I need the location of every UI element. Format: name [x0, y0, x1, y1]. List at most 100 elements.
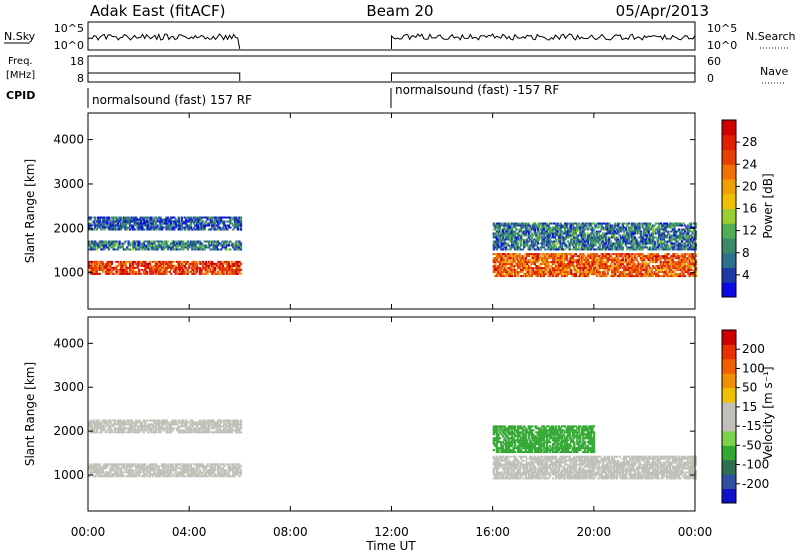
echo-cell — [238, 222, 241, 225]
echo-cell — [532, 238, 535, 241]
echo-cell — [498, 255, 502, 258]
echo-cell — [500, 253, 503, 256]
echo-cell — [113, 240, 117, 243]
echo-cell — [509, 267, 512, 270]
echo-cell — [229, 268, 232, 271]
echo-cell — [547, 255, 550, 258]
echo-cell — [671, 234, 675, 237]
echo-cell — [585, 240, 588, 243]
echo-cell — [201, 419, 205, 422]
echo-cell — [679, 255, 682, 258]
echo-cell — [121, 272, 124, 275]
echo-cell — [652, 232, 655, 235]
echo-cell — [229, 216, 232, 219]
echo-cell — [104, 262, 108, 265]
echo-cell — [665, 263, 669, 266]
echo-cell — [220, 248, 223, 251]
echo-cell — [185, 226, 188, 229]
echo-cell — [221, 270, 224, 273]
echo-cell — [104, 240, 108, 243]
echo-cell — [147, 262, 150, 265]
echo-cell — [101, 242, 105, 245]
echo-cell — [145, 264, 149, 267]
echo-cell — [683, 261, 687, 264]
echo-cell — [156, 224, 159, 227]
echo-cell — [209, 467, 212, 470]
echo-cell — [109, 266, 112, 269]
nsearch-label: N.Search — [746, 30, 796, 43]
echo-cell — [664, 259, 667, 262]
echo-cell — [194, 471, 197, 474]
echo-cell — [553, 242, 556, 245]
echo-cell — [617, 238, 620, 241]
echo-cell — [232, 471, 235, 474]
echo-cell — [203, 228, 206, 231]
echo-cell — [682, 273, 685, 276]
echo-cell — [691, 248, 694, 251]
echo-cell — [541, 263, 544, 266]
echo-cell — [239, 246, 243, 249]
echo-cell — [89, 248, 92, 251]
echo-cell — [589, 271, 593, 274]
echo-cell — [554, 269, 558, 272]
echo-cell — [504, 232, 508, 235]
echo-cell — [563, 253, 567, 256]
echo-cell — [128, 220, 132, 223]
echo-cell — [121, 421, 124, 424]
echo-cell — [198, 262, 202, 265]
echo-cell — [195, 226, 199, 229]
echo-cell — [503, 275, 506, 278]
echo-cell — [216, 242, 220, 245]
echo-cell — [209, 218, 212, 221]
echo-cell — [670, 244, 673, 247]
echo-cell — [553, 261, 556, 264]
echo-cell — [617, 275, 620, 278]
echo-cell — [497, 273, 500, 276]
echo-cell — [509, 265, 512, 268]
echo-cell — [145, 240, 149, 243]
echo-cell — [524, 232, 527, 235]
echo-cell — [686, 244, 690, 247]
echo-cell — [689, 263, 693, 266]
echo-cell — [612, 273, 615, 276]
echo-cell — [560, 267, 564, 270]
echo-cell — [670, 236, 673, 239]
echo-cell — [607, 236, 611, 239]
echo-cell — [116, 473, 120, 476]
echo-cell — [523, 273, 526, 276]
echo-cell — [109, 244, 112, 247]
echo-cell — [153, 270, 156, 273]
echo-cell — [127, 475, 130, 478]
echo-cell — [677, 222, 681, 225]
echo-cell — [233, 471, 237, 474]
echo-cell — [670, 255, 673, 258]
echo-cell — [503, 228, 506, 231]
echo-cell — [648, 267, 652, 270]
echo-cell — [159, 421, 162, 424]
echo-cell — [529, 259, 532, 262]
echo-cell — [647, 265, 650, 268]
echo-cell — [109, 463, 112, 466]
echo-cell — [563, 248, 567, 251]
echo-cell — [689, 269, 693, 272]
echo-cell — [191, 475, 194, 478]
echo-cell — [533, 263, 537, 266]
echo-cell — [162, 220, 165, 223]
echo-cell — [107, 473, 111, 476]
echo-cell — [691, 230, 694, 233]
echo-cell — [563, 244, 567, 247]
echo-cell — [180, 429, 183, 432]
echo-cell — [230, 262, 234, 265]
echo-cell — [519, 242, 523, 245]
echo-cell — [124, 228, 127, 231]
echo-cell — [235, 244, 238, 247]
echo-cell — [509, 236, 512, 239]
echo-cell — [617, 224, 620, 227]
echo-cell — [614, 269, 617, 272]
echo-cell — [89, 268, 92, 271]
echo-cell — [176, 220, 179, 223]
echo-cell — [500, 246, 503, 249]
echo-cell — [215, 463, 218, 466]
echo-cell — [591, 265, 594, 268]
echo-cell — [232, 475, 235, 478]
